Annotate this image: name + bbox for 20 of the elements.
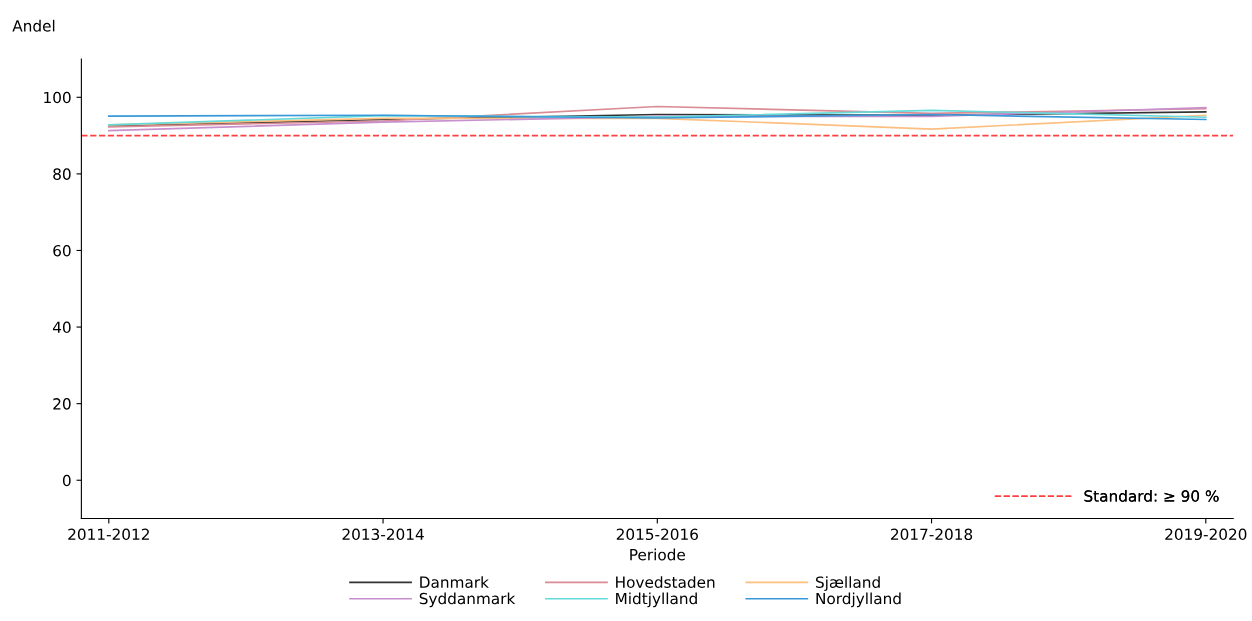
y-axis-title: Andel <box>12 19 55 32</box>
legend-label: Danmark <box>420 576 489 588</box>
x-tick-label: 2011-2012 <box>68 528 149 541</box>
y-tick-label: 80 <box>53 168 71 180</box>
y-tick-label: 20 <box>53 398 71 410</box>
x-tick-label: 2015-2016 <box>616 528 698 541</box>
legend-label: Sjælland <box>816 576 880 591</box>
x-tick-label: 2017-2018 <box>891 528 973 541</box>
legend-label: Syddanmark <box>419 592 516 608</box>
legend-label: Nordjylland <box>816 592 901 608</box>
y-tick-label: 0 <box>62 474 71 487</box>
y-tick-label: 60 <box>53 244 71 257</box>
y-tick-label: 100 <box>44 91 71 104</box>
x-tick-label: 2013-2014 <box>342 528 424 541</box>
x-tick-label: 2019-2020 <box>1165 528 1247 541</box>
x-axis-title: Periode <box>630 548 685 561</box>
legend-label: Hovedstaden <box>616 576 715 588</box>
legend-label: Standard: ≥ 90 % <box>1084 490 1219 502</box>
legend-label: Midtjylland <box>616 592 697 608</box>
y-tick-label: 40 <box>52 321 71 334</box>
